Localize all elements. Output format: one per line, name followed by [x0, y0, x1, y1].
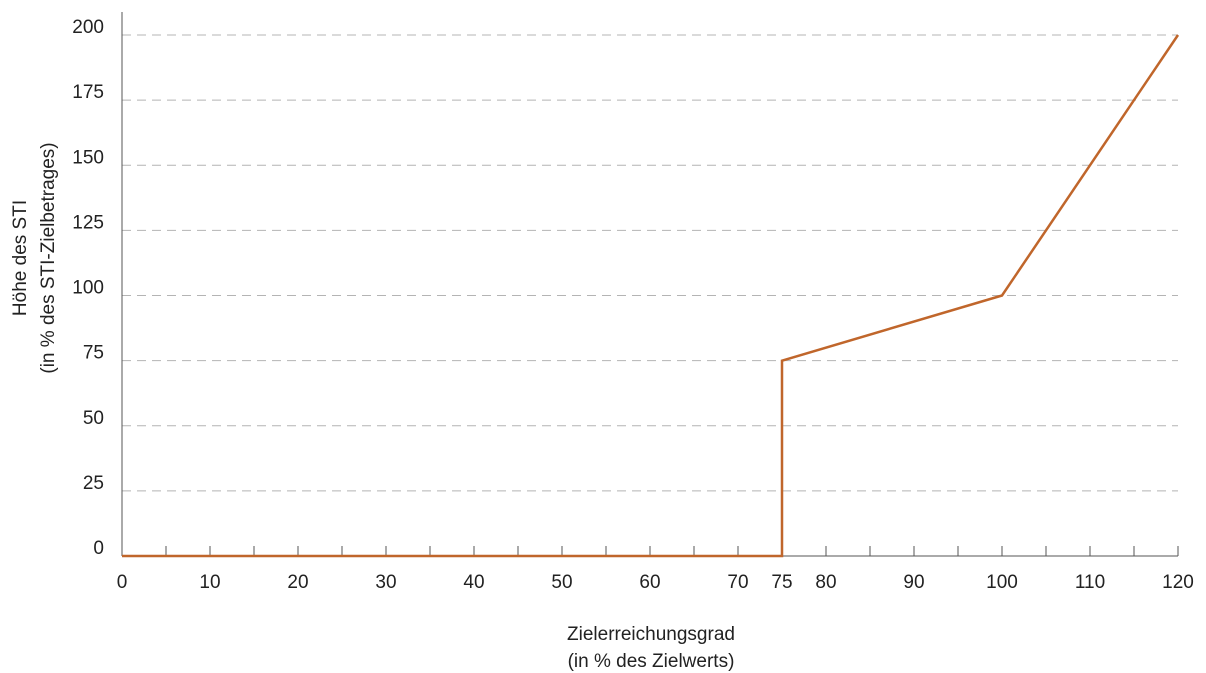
y-tick-label: 50	[83, 408, 104, 429]
x-axis-title: Zielerreichungsgrad	[567, 624, 735, 645]
x-tick-label: 100	[986, 572, 1018, 593]
x-tick-label: 50	[551, 572, 572, 593]
series-layer	[122, 34, 1180, 558]
y-tick-label: 200	[72, 17, 104, 38]
x-tick-label: 90	[903, 572, 924, 593]
y-tick-label: 100	[72, 278, 104, 299]
label-layer: 0 25 50 75 100 125 150 175 200 0 10 20 30 40 50 60 70 75 8…	[72, 17, 1194, 593]
x-axis-subtitle: (in % des Zielwerts)	[568, 651, 735, 672]
y-tick-label: 150	[72, 147, 104, 168]
x-tick-label: 120	[1162, 572, 1194, 593]
x-tick-label: 0	[117, 572, 128, 593]
x-tick-label: 75	[771, 572, 792, 593]
x-tick-label: 40	[463, 572, 484, 593]
x-tick-label: 70	[727, 572, 748, 593]
x-tick-label: 10	[199, 572, 220, 593]
y-axis-title: Höhe des STI	[10, 200, 31, 316]
grid-layer	[122, 34, 1178, 492]
x-tick-label: 80	[815, 572, 836, 593]
x-tick-label: 30	[375, 572, 396, 593]
y-tick-label: 175	[72, 82, 104, 103]
y-tick-label: 75	[83, 343, 104, 364]
x-tick-label: 20	[287, 572, 308, 593]
y-tick-label: 0	[93, 538, 104, 559]
x-tick-label: 110	[1075, 572, 1105, 593]
axis-layer	[121, 12, 1179, 557]
y-tick-label: 25	[83, 473, 104, 494]
x-tick-label: 60	[639, 572, 660, 593]
y-axis-subtitle: (in % des STI-Zielbetrages)	[38, 142, 59, 373]
y-tick-label: 125	[72, 212, 104, 233]
series-line	[122, 34, 1180, 558]
